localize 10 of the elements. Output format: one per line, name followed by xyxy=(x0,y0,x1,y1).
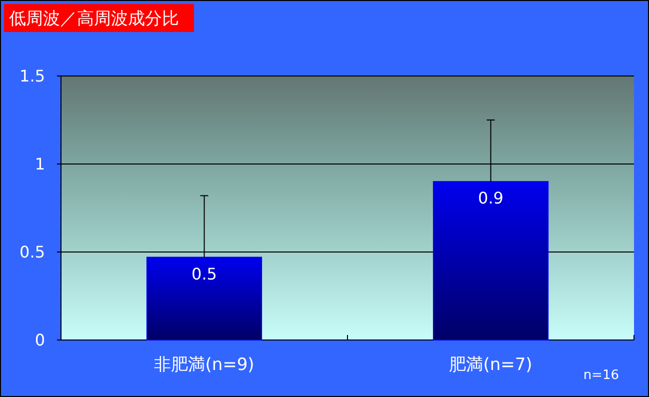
x-tick-label: 肥満(n=7) xyxy=(449,355,532,375)
y-tick-label: 0 xyxy=(34,330,45,350)
text: n=16 xyxy=(583,368,619,383)
chart-title: 低周波／高周波成分比 xyxy=(9,8,179,29)
y-tick-label: 0.5 xyxy=(20,242,45,262)
x-tick-label: 非肥満(n=9) xyxy=(154,355,254,375)
data-label: 0.9 xyxy=(478,188,504,208)
data-label: 0.5 xyxy=(192,264,217,284)
y-tick-label: 1.5 xyxy=(20,66,45,86)
y-tick-label: 1 xyxy=(34,154,45,174)
